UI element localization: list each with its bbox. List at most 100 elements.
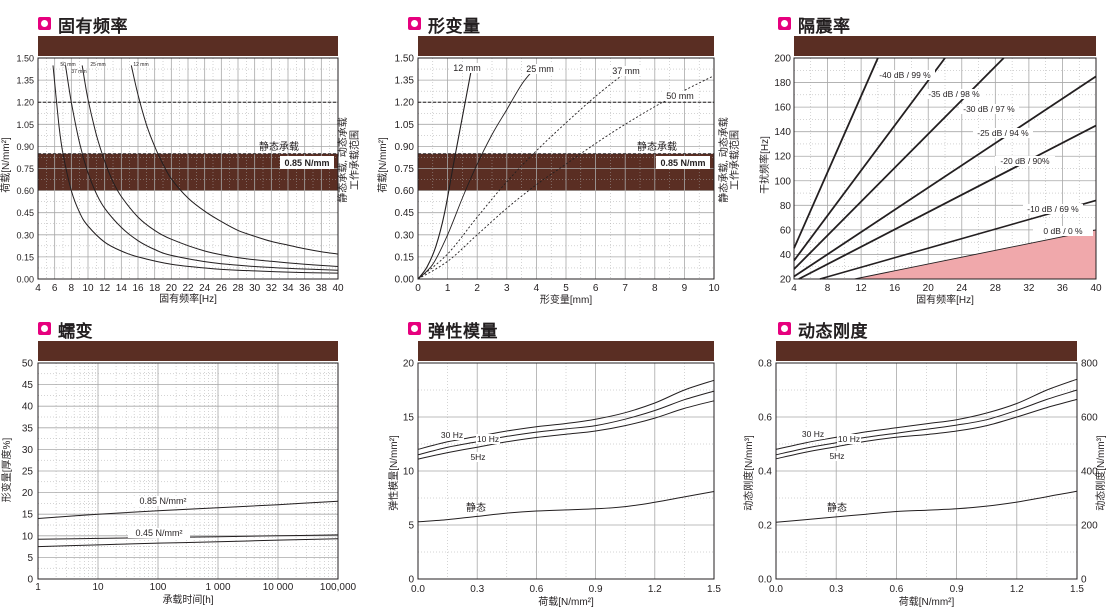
y-tick-label: 0.45 xyxy=(16,208,34,218)
series-label-bg xyxy=(825,503,849,513)
x-tick-label: 10 xyxy=(92,582,104,593)
x-tick-label: 36 xyxy=(1057,283,1069,294)
series-label: -25 dB / 94 % xyxy=(977,128,1029,138)
x-tick-label: 32 xyxy=(1023,283,1035,294)
y-tick-label: 45 xyxy=(22,380,34,391)
y-tick-label: 0.60 xyxy=(395,186,415,197)
chart-header-bar xyxy=(776,341,1077,361)
series-line xyxy=(417,72,626,280)
y-tick-label: 0.8 xyxy=(758,359,772,370)
x-tick-label: 40 xyxy=(1090,283,1102,294)
y-tick-label: 1.20 xyxy=(395,98,415,109)
series-line xyxy=(775,389,1078,456)
panel-title: 动态刚度 xyxy=(798,322,868,341)
y-tick-label: 5 xyxy=(408,521,414,532)
series-label-bg xyxy=(837,434,861,444)
y-tick-label: 160 xyxy=(774,103,791,114)
x-tick-label: 22 xyxy=(182,283,194,294)
series-label: 10 Hz xyxy=(477,434,499,444)
y-axis-label: 形变量[厚度%] xyxy=(0,438,13,503)
series-label-bg xyxy=(608,66,644,76)
panel-natural-frequency: 固有频率 50 mm 37 mm 25 mm 12 mm 静态承载 0.85 N/mm 4 6… xyxy=(0,0,370,305)
series-label: 30 Hz xyxy=(441,430,463,440)
plot-frame xyxy=(417,57,715,280)
y-tick-label: 0.75 xyxy=(395,164,415,175)
series-line xyxy=(775,378,1078,450)
panel-isolation-rate: 隔震率 -40 dB / 99 % -35 dB / 98 % -30 dB / 9… xyxy=(740,0,1110,305)
series-line xyxy=(417,69,534,280)
isolation-line xyxy=(798,124,1097,280)
y-tick-label: 1.35 xyxy=(16,76,34,86)
y-tick-label: 80 xyxy=(780,201,792,212)
bullet-icon xyxy=(778,17,791,30)
panel-title: 弹性模量 xyxy=(428,322,498,341)
static-load-label: 静态承载 xyxy=(259,140,299,153)
series-label: 37 mm xyxy=(71,69,86,75)
x-tick-label: 8 xyxy=(69,283,75,294)
series-line xyxy=(130,65,339,255)
y-tick-label: 25 xyxy=(22,467,34,478)
x-tick-label: 1.2 xyxy=(1010,584,1024,595)
y-tick-label: 10 xyxy=(22,531,34,542)
plot-frame xyxy=(793,57,1097,280)
series-label: 12 mm xyxy=(133,62,148,68)
y-tick-label: 0.2 xyxy=(758,521,772,532)
band-label-box xyxy=(280,156,334,169)
series-label: 5Hz xyxy=(829,451,844,461)
y-tick-label: 200 xyxy=(1081,521,1098,532)
x-tick-label: 1.2 xyxy=(648,584,662,595)
series-label: 10 Hz xyxy=(838,434,860,444)
x-tick-label: 9 xyxy=(682,283,688,294)
series-label: 25 mm xyxy=(526,64,554,74)
y-tick-label: 35 xyxy=(22,423,34,434)
series-line xyxy=(417,491,715,523)
x-tick-label: 28 xyxy=(232,283,244,294)
y-tick-label: 1.35 xyxy=(395,76,415,87)
y-axis-label: 弹性模量[N/mm²] xyxy=(387,435,400,511)
y-tick-label: 0 xyxy=(27,575,33,586)
x-tick-label: 10 xyxy=(82,283,94,294)
x-axis-label: 荷载[N/mm²] xyxy=(899,596,955,608)
chart-header-bar xyxy=(418,36,714,56)
series-label: -10 dB / 69 % xyxy=(1027,204,1079,214)
static-load-label: 静态承载 xyxy=(637,140,677,153)
series-label-bg xyxy=(522,64,558,74)
series-label-bg xyxy=(466,452,490,462)
y-tick-label: 0 xyxy=(408,575,414,586)
bullet-icon xyxy=(38,17,51,30)
panel-title-bar: 形变量 xyxy=(370,0,740,36)
x-tick-label: 12 xyxy=(99,283,111,294)
x-tick-label: 28 xyxy=(990,283,1002,294)
y-tick-label: 800 xyxy=(1081,359,1098,370)
isolation-line xyxy=(854,229,1097,280)
chart-dynamic-stiffness: 30 Hz 10 Hz 5Hz 静态 0.0 0.3 0.6 0.9 1.2 1.5 0.0 0.2 0… xyxy=(742,341,1107,608)
x-axis-label: 荷载[N/mm²] xyxy=(538,596,594,608)
series-line xyxy=(65,65,339,271)
series-label-bg xyxy=(662,91,698,101)
series-label-bg xyxy=(476,434,500,444)
y-tick-label: 0.30 xyxy=(395,230,415,241)
series-line xyxy=(417,69,472,280)
series-label: 0.45 N/mm² xyxy=(135,528,182,538)
plot-frame xyxy=(37,57,339,280)
series-label-bg xyxy=(959,104,1019,114)
x-axis-label: 固有频率[Hz] xyxy=(159,292,217,305)
x-tick-label: 16 xyxy=(132,283,144,294)
chart-deformation: 12 mm 25 mm 37 mm 50 mm 静态承载 0.85 N/mm 0 1 2 3 4 5 6… xyxy=(377,36,740,305)
panel-title: 隔震率 xyxy=(798,17,851,36)
x-tick-label: 3 xyxy=(504,283,510,294)
y-tick-label: 50 xyxy=(22,359,34,370)
chart-header-bar xyxy=(418,341,714,361)
x-tick-label: 10 xyxy=(708,283,720,294)
y-tick-label: 0.6 xyxy=(758,413,772,424)
panel-title: 形变量 xyxy=(428,17,481,36)
y-tick-label: 5 xyxy=(27,553,33,564)
series-label-bg xyxy=(875,70,935,80)
x-tick-label: 0 xyxy=(415,283,421,294)
panel-elastic-modulus: 弹性模量 30 Hz 10 Hz 5Hz 静态 0.0 0.3 0.6 0.9 1.2 1.5 0 5… xyxy=(370,305,740,610)
series-label: -35 dB / 98 % xyxy=(928,89,980,99)
y-tick-label: 1.05 xyxy=(395,120,415,131)
y-tick-label: 10 xyxy=(403,467,415,478)
y-tick-label: 40 xyxy=(22,402,34,413)
